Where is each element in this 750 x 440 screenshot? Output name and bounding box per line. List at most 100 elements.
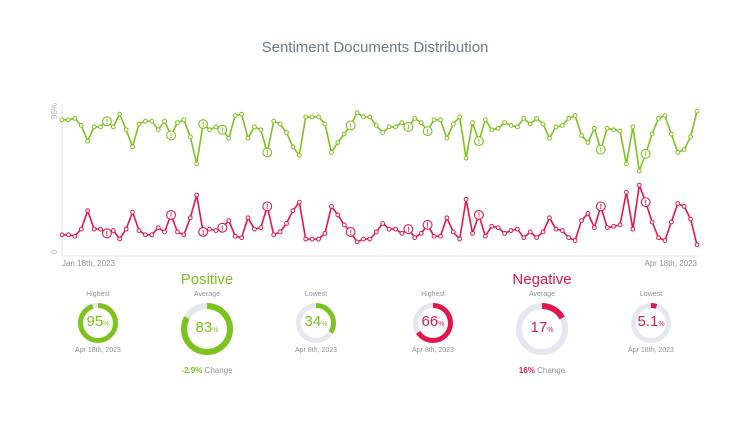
data-point[interactable] bbox=[322, 230, 328, 236]
data-point[interactable] bbox=[66, 232, 71, 238]
data-point[interactable] bbox=[412, 235, 418, 241]
data-point[interactable] bbox=[341, 131, 347, 137]
data-point[interactable] bbox=[373, 229, 379, 235]
data-point[interactable] bbox=[534, 235, 540, 241]
data-point[interactable] bbox=[694, 108, 700, 114]
data-point[interactable] bbox=[534, 115, 540, 121]
data-point[interactable] bbox=[78, 123, 84, 128]
data-point[interactable] bbox=[175, 229, 180, 235]
data-point[interactable] bbox=[450, 229, 456, 235]
data-point[interactable] bbox=[675, 201, 681, 206]
data-point[interactable] bbox=[361, 114, 366, 120]
data-point[interactable] bbox=[155, 127, 161, 133]
data-point[interactable] bbox=[470, 230, 475, 236]
data-point[interactable] bbox=[624, 161, 629, 167]
data-point[interactable] bbox=[668, 219, 674, 225]
data-point[interactable] bbox=[521, 115, 527, 121]
data-point[interactable] bbox=[117, 236, 123, 242]
data-point[interactable] bbox=[232, 113, 238, 118]
data-point[interactable] bbox=[515, 124, 520, 130]
data-point[interactable] bbox=[482, 233, 488, 239]
data-point[interactable] bbox=[688, 134, 693, 140]
data-point[interactable] bbox=[341, 222, 347, 228]
data-point[interactable] bbox=[207, 226, 212, 232]
data-point[interactable] bbox=[649, 219, 655, 225]
data-point[interactable] bbox=[694, 242, 700, 248]
data-point[interactable] bbox=[322, 121, 328, 127]
data-point[interactable] bbox=[681, 204, 687, 209]
data-point[interactable] bbox=[630, 226, 636, 232]
annotation-marker[interactable]: ! bbox=[217, 124, 228, 135]
data-point[interactable] bbox=[91, 124, 97, 130]
annotation-marker[interactable]: ! bbox=[217, 222, 228, 233]
data-point[interactable] bbox=[136, 228, 142, 233]
data-point[interactable] bbox=[611, 127, 617, 133]
data-point[interactable] bbox=[412, 115, 418, 121]
data-point[interactable] bbox=[181, 232, 187, 238]
data-point[interactable] bbox=[668, 131, 674, 137]
data-point[interactable] bbox=[149, 232, 155, 238]
data-point[interactable] bbox=[162, 229, 168, 235]
data-point[interactable] bbox=[502, 120, 507, 126]
data-point[interactable] bbox=[239, 111, 244, 117]
data-point[interactable] bbox=[572, 238, 578, 243]
data-point[interactable] bbox=[508, 123, 514, 128]
data-point[interactable] bbox=[271, 118, 277, 124]
data-point[interactable] bbox=[245, 135, 251, 141]
annotation-marker[interactable]: ! bbox=[422, 219, 433, 230]
data-point[interactable] bbox=[303, 114, 309, 120]
data-point[interactable] bbox=[130, 209, 135, 215]
annotation-marker[interactable]: ! bbox=[101, 228, 112, 239]
data-point[interactable] bbox=[85, 138, 91, 144]
annotation-marker[interactable]: ! bbox=[198, 119, 209, 129]
data-point[interactable] bbox=[149, 118, 155, 124]
data-point[interactable] bbox=[566, 235, 572, 241]
data-point[interactable] bbox=[181, 117, 187, 123]
data-point[interactable] bbox=[85, 208, 91, 214]
data-point[interactable] bbox=[527, 121, 533, 127]
data-point[interactable] bbox=[72, 233, 78, 239]
data-point[interactable] bbox=[495, 125, 501, 131]
annotation-marker[interactable]: ! bbox=[422, 126, 433, 137]
data-point[interactable] bbox=[290, 144, 296, 150]
data-point[interactable] bbox=[521, 235, 527, 241]
data-point[interactable] bbox=[303, 236, 309, 242]
data-point[interactable] bbox=[438, 117, 443, 123]
data-point[interactable] bbox=[656, 235, 661, 241]
annotation-marker[interactable]: ! bbox=[595, 144, 606, 155]
data-point[interactable] bbox=[527, 229, 533, 235]
data-point[interactable] bbox=[393, 124, 398, 130]
data-point[interactable] bbox=[328, 204, 334, 209]
data-point[interactable] bbox=[681, 147, 687, 153]
data-point[interactable] bbox=[194, 161, 200, 167]
annotation-marker[interactable]: ! bbox=[403, 224, 414, 235]
data-point[interactable] bbox=[559, 123, 565, 128]
data-point[interactable] bbox=[335, 212, 341, 218]
data-point[interactable] bbox=[438, 233, 443, 239]
data-point[interactable] bbox=[98, 226, 103, 232]
data-point[interactable] bbox=[380, 221, 386, 226]
data-point[interactable] bbox=[239, 235, 244, 241]
data-point[interactable] bbox=[207, 127, 212, 133]
data-point[interactable] bbox=[59, 117, 65, 123]
annotation-marker[interactable]: ! bbox=[101, 116, 112, 127]
data-point[interactable] bbox=[277, 229, 283, 235]
data-point[interactable] bbox=[688, 216, 693, 222]
annotation-marker[interactable]: ! bbox=[640, 148, 651, 159]
annotation-marker[interactable]: ! bbox=[262, 201, 273, 212]
data-point[interactable] bbox=[252, 226, 257, 232]
data-point[interactable] bbox=[309, 114, 315, 120]
data-point[interactable] bbox=[123, 127, 129, 133]
data-point[interactable] bbox=[78, 226, 84, 232]
data-point[interactable] bbox=[547, 215, 552, 221]
data-point[interactable] bbox=[540, 229, 546, 235]
data-point[interactable] bbox=[296, 152, 302, 158]
data-point[interactable] bbox=[450, 121, 456, 127]
data-point[interactable] bbox=[130, 144, 135, 150]
annotation-marker[interactable]: ! bbox=[595, 201, 606, 212]
data-point[interactable] bbox=[316, 236, 321, 242]
data-point[interactable] bbox=[226, 218, 232, 224]
data-point[interactable] bbox=[591, 225, 597, 231]
data-point[interactable] bbox=[675, 150, 681, 155]
data-point[interactable] bbox=[373, 123, 379, 128]
